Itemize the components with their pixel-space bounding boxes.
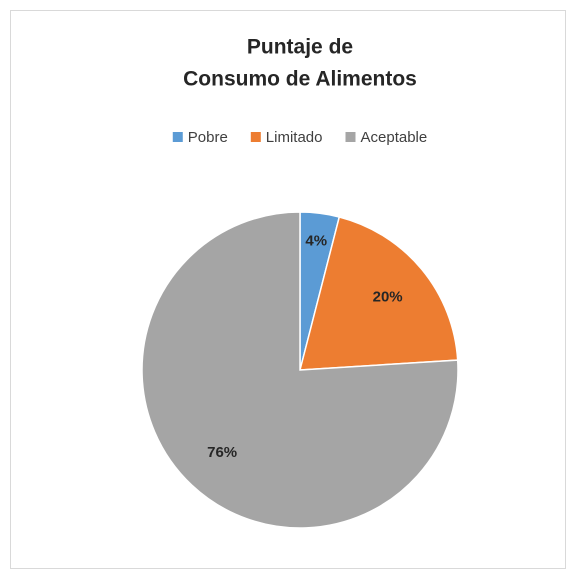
legend-swatch (172, 132, 183, 142)
data-label: 76% (207, 444, 237, 461)
data-label: 20% (373, 288, 403, 305)
chart-title: Puntaje de (247, 36, 353, 59)
chart-title: Consumo de Alimentos (183, 68, 417, 91)
legend-label: Aceptable (361, 129, 428, 146)
legend-swatch (345, 132, 356, 142)
legend-label: Limitado (266, 129, 323, 146)
legend-label: Pobre (188, 129, 228, 146)
data-label: 4% (305, 232, 327, 249)
pie-slice (299, 216, 459, 371)
pie-slice (141, 211, 459, 529)
legend-swatch (250, 132, 261, 142)
